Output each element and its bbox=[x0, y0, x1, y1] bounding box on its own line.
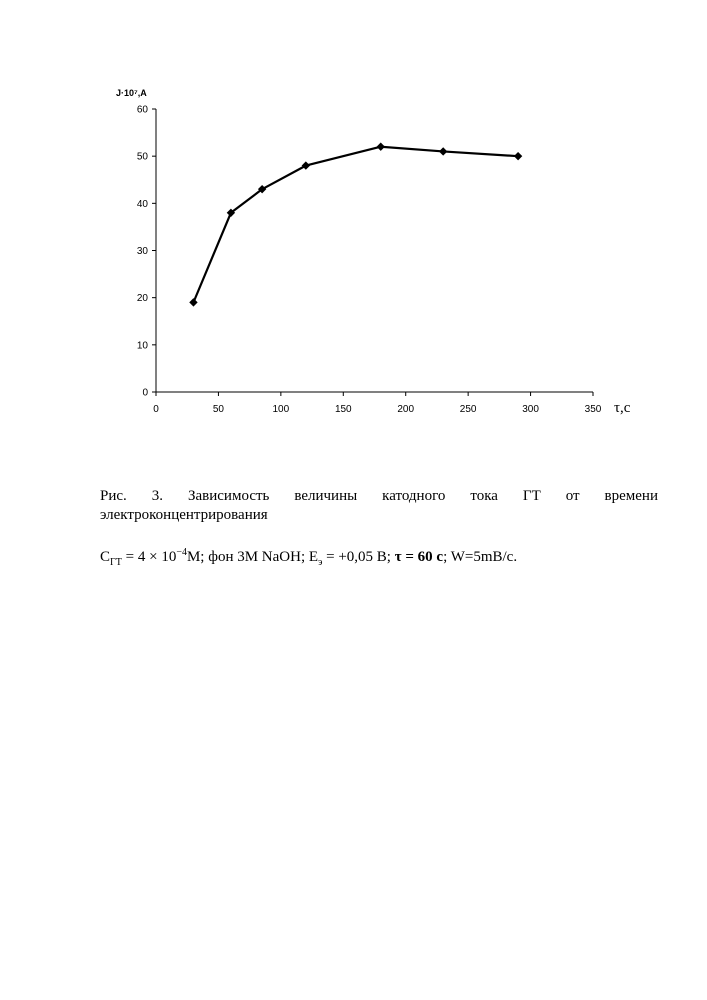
tau-value: τ = 60 c bbox=[395, 549, 443, 565]
data-point bbox=[514, 152, 522, 160]
x-tick-label: 350 bbox=[585, 404, 602, 415]
x-tick-label: 50 bbox=[213, 404, 225, 415]
figure-caption: Рис. 3. Зависимость величины катодного т… bbox=[100, 487, 658, 506]
chart: 0 10 20 30 40 50 60 0 50 100 150 200 250 300 350 J·10… bbox=[0, 0, 707, 460]
x-ticks: 0 50 100 150 200 250 300 350 bbox=[153, 392, 602, 415]
x-tick-label: 300 bbox=[522, 404, 539, 415]
y-ticks: 0 10 20 30 40 50 60 bbox=[137, 105, 156, 399]
y-tick-label: 0 bbox=[142, 388, 148, 399]
y-tick-label: 30 bbox=[137, 246, 149, 257]
y-tick-label: 50 bbox=[137, 152, 149, 163]
y-axis-label: J·10⁷,A bbox=[116, 88, 147, 98]
concentration-symbol: C bbox=[100, 549, 110, 565]
x-axis-label: τ,c bbox=[614, 400, 631, 416]
x-tick-label: 0 bbox=[153, 404, 159, 415]
series bbox=[189, 143, 522, 307]
potential-value: = +0,05 B; bbox=[322, 549, 394, 565]
y-tick-label: 20 bbox=[137, 293, 149, 304]
figure-caption-continued: электроконцентрирования bbox=[100, 506, 658, 525]
y-tick-label: 60 bbox=[137, 105, 149, 116]
data-point bbox=[439, 147, 447, 155]
concentration-exponent: −4 bbox=[176, 547, 187, 558]
y-tick-label: 40 bbox=[137, 199, 149, 210]
series-line bbox=[193, 147, 518, 303]
x-tick-label: 200 bbox=[397, 404, 414, 415]
x-tick-label: 150 bbox=[335, 404, 352, 415]
data-point bbox=[189, 298, 197, 306]
data-point bbox=[302, 161, 310, 169]
chart-axes bbox=[156, 109, 593, 392]
x-tick-label: 250 bbox=[460, 404, 477, 415]
data-point bbox=[377, 143, 385, 151]
experimental-conditions: CГТ = 4 × 10−4M; фон 3M NaOH; Eэ = +0,05… bbox=[100, 547, 517, 568]
concentration-subscript: ГТ bbox=[110, 557, 122, 568]
potential-symbol: E bbox=[309, 549, 318, 565]
y-tick-label: 10 bbox=[137, 340, 149, 351]
scan-rate: ; W=5mB/c. bbox=[443, 549, 517, 565]
x-tick-label: 100 bbox=[273, 404, 290, 415]
concentration-value: = 4 × 10 bbox=[122, 549, 176, 565]
background-electrolyte: M; фон 3M NaOH; bbox=[187, 549, 309, 565]
